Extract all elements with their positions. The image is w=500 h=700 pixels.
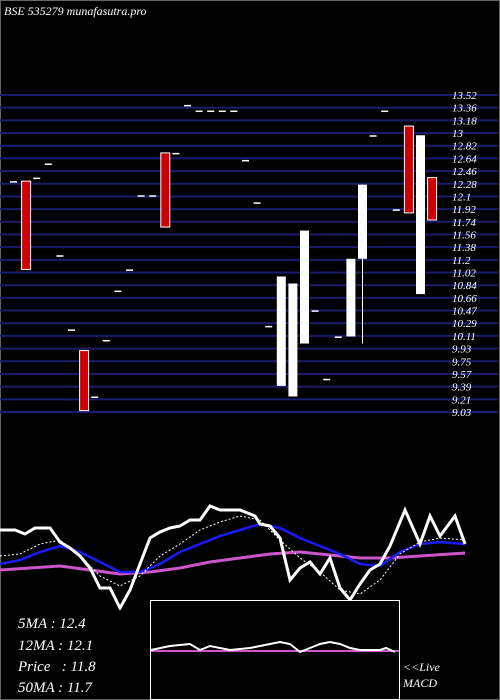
y-tick-label: 11.2 xyxy=(452,255,471,267)
candle xyxy=(346,258,356,337)
candle xyxy=(416,135,425,295)
y-tick-label: 11.92 xyxy=(452,204,476,216)
candle xyxy=(21,180,32,270)
y-tick-label: 9.75 xyxy=(452,356,472,368)
candle xyxy=(369,135,377,137)
y-tick-label: 11.74 xyxy=(452,217,476,229)
y-tick-label: 9.93 xyxy=(452,344,472,356)
candle xyxy=(44,163,52,165)
y-tick-label: 11.56 xyxy=(452,229,476,241)
candle xyxy=(10,181,17,183)
candle xyxy=(230,110,238,113)
y-tick-label: 13.18 xyxy=(452,115,477,127)
candle xyxy=(300,230,309,344)
y-tick-labels: 13.5213.3613.181312.8212.6412.4612.2812.… xyxy=(452,90,477,419)
candle xyxy=(184,104,191,107)
y-tick-label: 12.28 xyxy=(452,179,477,191)
y-tick-label: 10.11 xyxy=(452,331,476,343)
y-tick-label: 9.57 xyxy=(452,369,472,381)
macd-panel xyxy=(150,600,400,700)
y-tick-label: 13.36 xyxy=(452,103,477,115)
candle xyxy=(114,290,122,293)
candle xyxy=(403,125,414,214)
macd-line xyxy=(150,640,396,654)
y-tick-label: 12.82 xyxy=(452,141,477,153)
y-tick-label: 10.29 xyxy=(452,318,477,330)
candle xyxy=(91,396,99,398)
candle xyxy=(427,177,438,221)
ma-blue-line xyxy=(0,522,466,574)
chart-header: BSE 535279 munafasutra.pro xyxy=(4,4,147,18)
stat-price: Price : 11.8 xyxy=(18,659,96,675)
candle xyxy=(392,209,400,211)
y-tick-label: 12.64 xyxy=(452,153,477,165)
y-tick-label: 10.84 xyxy=(452,280,477,292)
y-tick-label: 9.39 xyxy=(452,382,472,394)
y-tick-label: 9.03 xyxy=(452,407,472,419)
stat-50ma: 50MA : 11.7 xyxy=(18,680,93,696)
candle xyxy=(33,177,41,180)
candles xyxy=(10,104,438,412)
y-tick-label: 11.02 xyxy=(452,268,476,280)
candle xyxy=(195,110,203,113)
candle xyxy=(68,329,75,331)
candle xyxy=(323,378,331,381)
price-chart: 13.5213.3613.181312.8212.6412.4612.2812.… xyxy=(0,90,498,419)
candle xyxy=(160,152,171,228)
ma-purple-line xyxy=(0,550,466,576)
candle xyxy=(242,159,249,162)
macd-live-label: <<Live xyxy=(403,660,440,674)
candle xyxy=(126,269,133,271)
candle xyxy=(311,310,319,312)
candle xyxy=(358,184,367,259)
macd-label: MACD xyxy=(403,676,437,690)
indicator-chart xyxy=(0,504,467,610)
stat-5ma: 5MA : 12.4 xyxy=(18,616,86,632)
y-tick-label: 11.38 xyxy=(452,242,476,254)
candle xyxy=(149,195,157,197)
candle xyxy=(207,110,215,113)
y-tick-label: 13 xyxy=(452,128,464,140)
candle xyxy=(56,255,64,257)
y-tick-label: 12.46 xyxy=(452,166,477,178)
candle xyxy=(102,339,110,342)
candle xyxy=(276,276,286,386)
candle xyxy=(334,336,342,338)
candle xyxy=(172,152,180,155)
candle xyxy=(79,350,90,412)
y-tick-label: 13.52 xyxy=(452,90,477,102)
y-tick-label: 12.1 xyxy=(452,191,471,203)
candle xyxy=(265,325,273,328)
y-tick-label: 10.66 xyxy=(452,293,477,305)
candle xyxy=(253,202,261,204)
candle xyxy=(288,283,298,397)
candle xyxy=(381,110,389,113)
candle xyxy=(137,195,145,197)
grid-lines xyxy=(0,94,498,413)
candle xyxy=(218,110,226,113)
price-line xyxy=(0,504,467,610)
y-tick-label: 9.21 xyxy=(452,394,471,406)
stat-12ma: 12MA : 12.1 xyxy=(18,638,94,654)
y-tick-label: 10.47 xyxy=(452,306,477,318)
